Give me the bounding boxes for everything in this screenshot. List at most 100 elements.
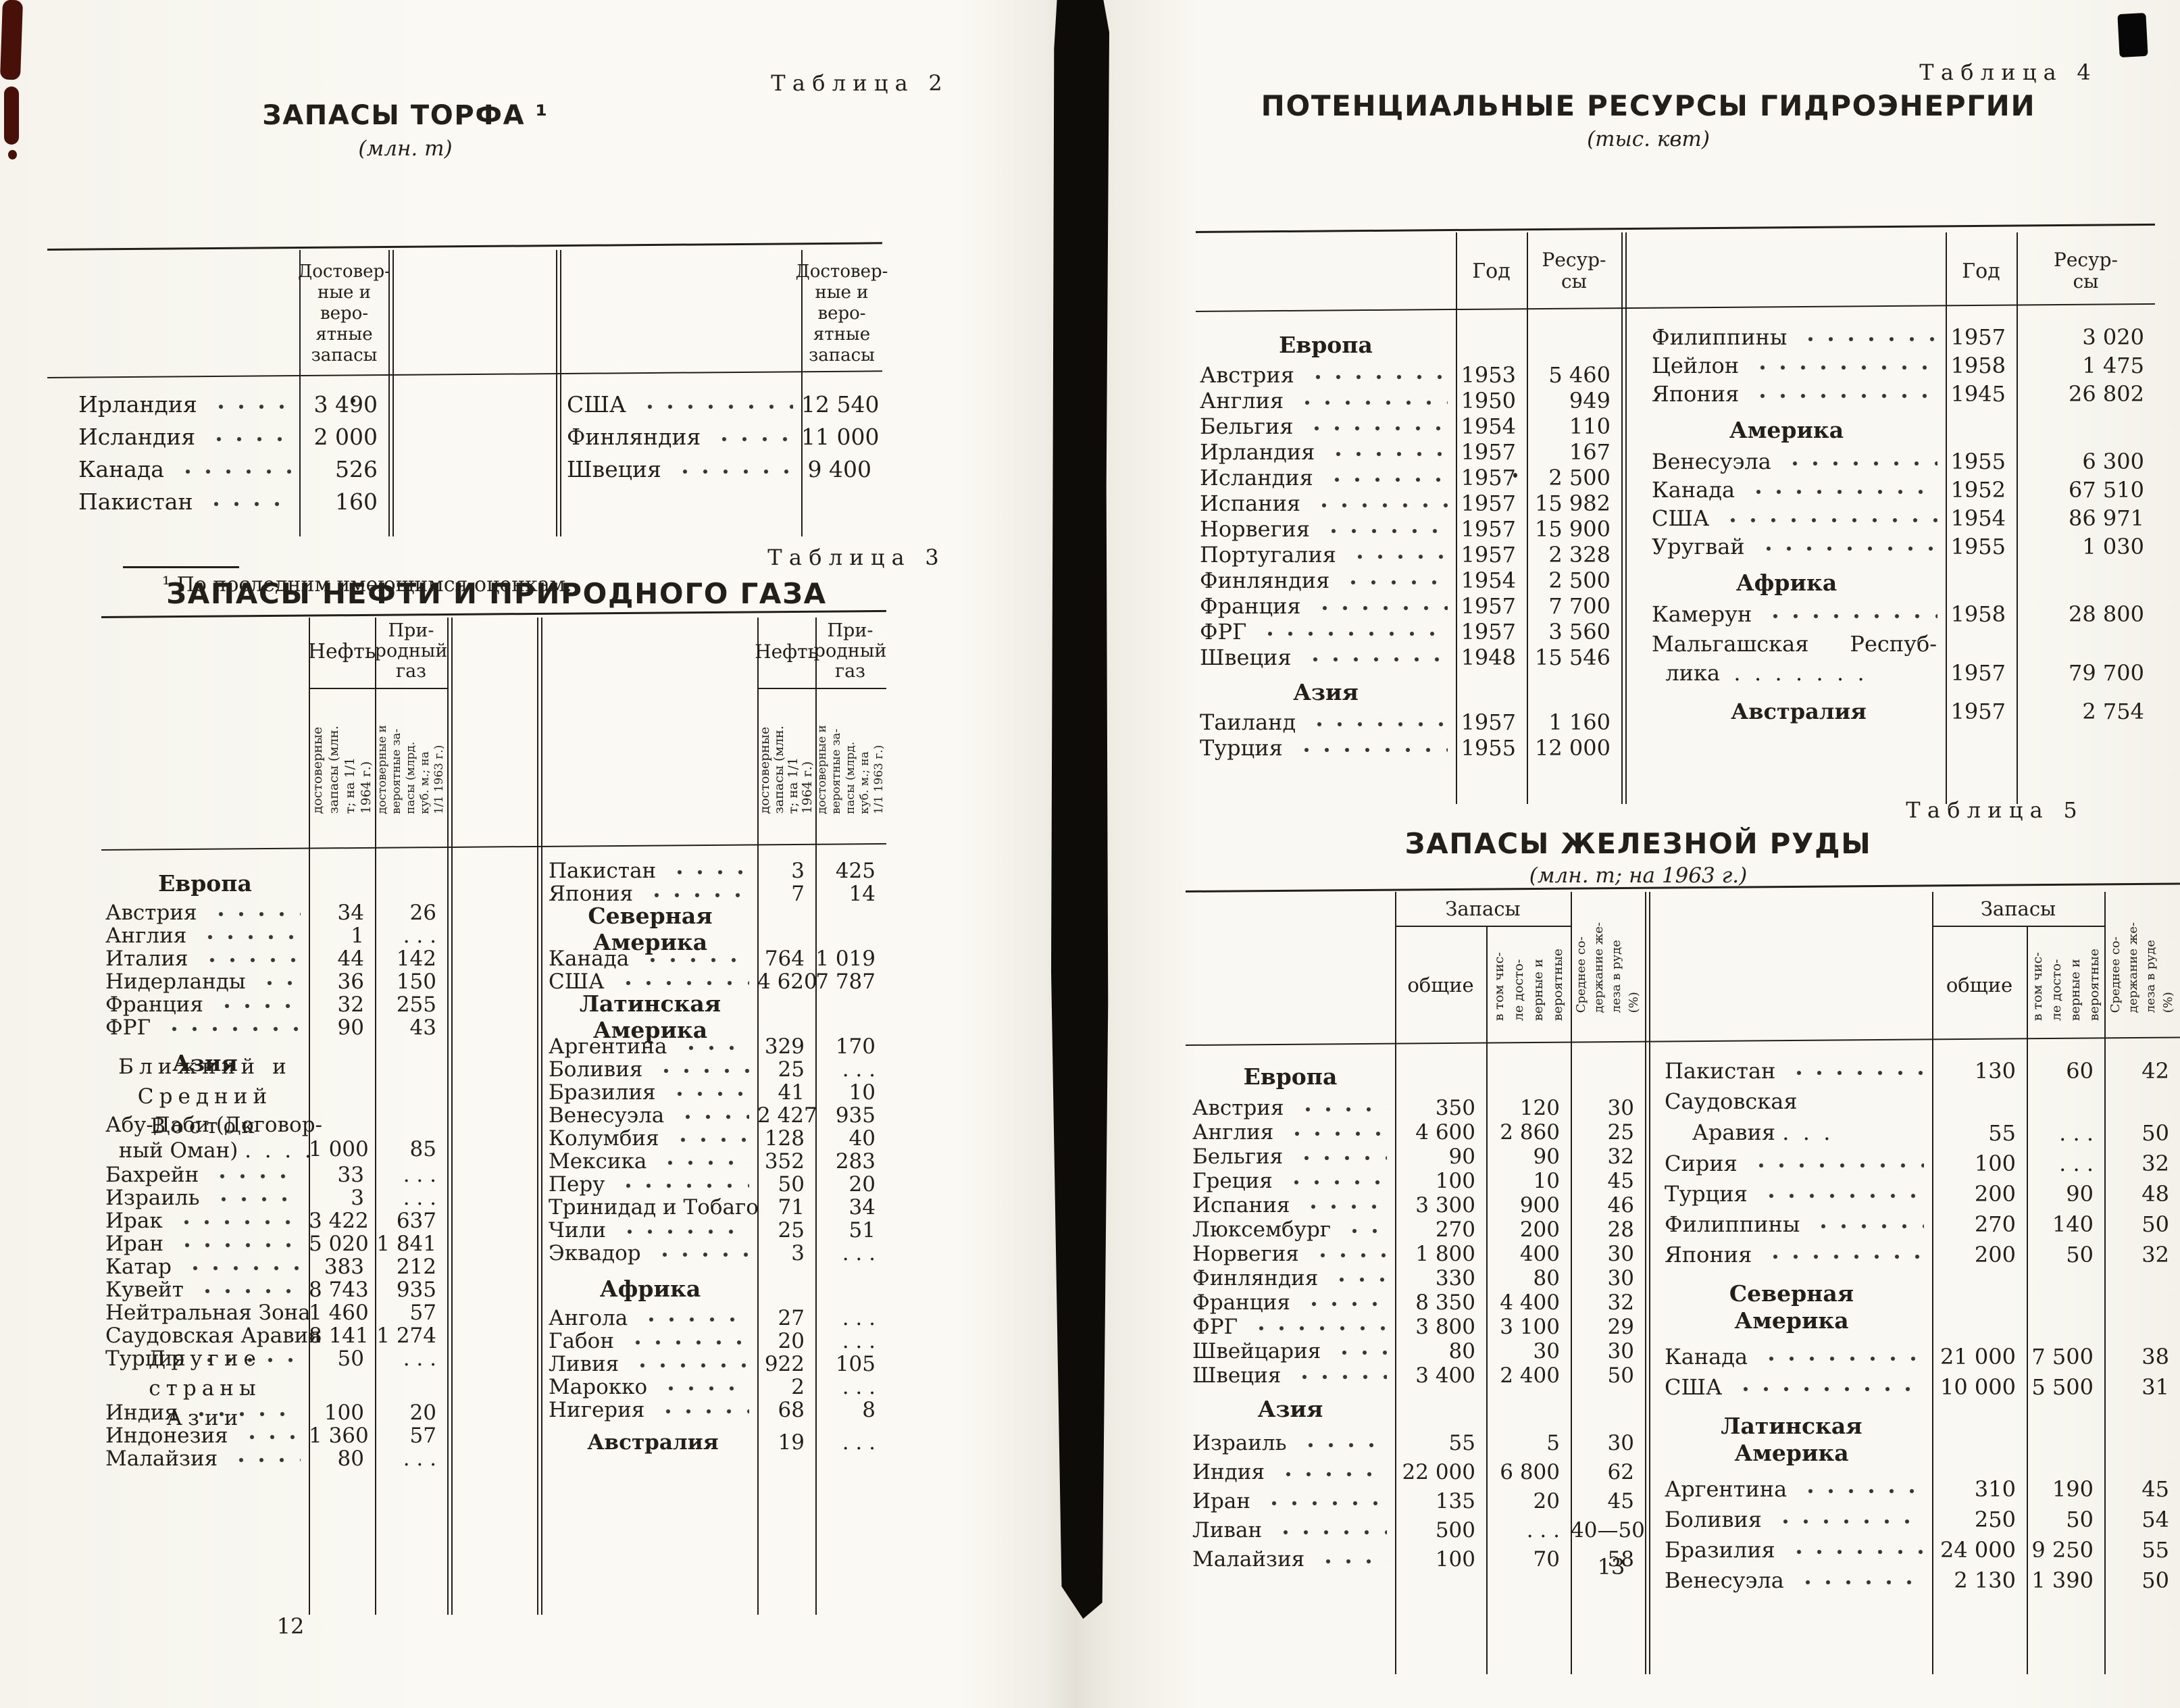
cell-value: 43 — [409, 1015, 436, 1040]
table-row: Греция 100 10 45 — [1186, 1169, 1645, 1193]
cell-value: 45 — [1607, 1488, 1634, 1513]
section-header: Америка — [1729, 416, 1844, 443]
cell-value: . . . — [1526, 1517, 1560, 1542]
table2-unit: (млн. т) — [358, 136, 453, 161]
rule — [375, 618, 376, 1615]
table-row: Норвегия 1957 15 900 — [1196, 516, 1621, 542]
dot-leader — [1284, 1120, 1387, 1145]
row-label: Индонезия — [105, 1424, 228, 1448]
cell-value: 27 — [778, 1306, 805, 1330]
dot-leader — [194, 1278, 301, 1301]
row-label-area: Израиль — [1186, 1428, 1395, 1457]
rule — [757, 688, 886, 689]
row-label: Нигерия — [549, 1398, 645, 1422]
table-row: Малайзия 80 . . . — [101, 1447, 447, 1471]
cell-value: 6 800 — [1500, 1459, 1560, 1484]
row-label: Финляндия — [1192, 1266, 1319, 1290]
section-header: Европа — [158, 870, 252, 897]
table4-year-header: Год — [1472, 259, 1511, 283]
cell-value: 38 — [2141, 1343, 2169, 1370]
row-label-area: Португалия — [1196, 542, 1456, 568]
row-label-area: Ливан — [1186, 1515, 1395, 1544]
cell-value: 255 — [396, 993, 436, 1017]
table-5: Запасы общие в том чис- ле досто- верные… — [1185, 882, 2180, 1678]
row-label: Камерун — [1652, 601, 1752, 627]
table-row: Австрия 350 120 30 — [1186, 1096, 1645, 1120]
dot-leader — [671, 453, 793, 485]
table-3: Нефть При- родный газ достоверные запасы… — [101, 609, 886, 1616]
section-header: Другие страны Азии — [149, 1347, 261, 1430]
cell-value: 3 490 — [313, 391, 378, 418]
row-label-area: Англия — [1186, 1120, 1395, 1145]
cell-value: 3 400 — [1415, 1363, 1475, 1388]
table-row: Ливан 500 . . . 40—50 — [1186, 1515, 1645, 1544]
dot-leader — [1763, 1239, 1924, 1270]
dot-leader — [653, 1058, 749, 1081]
rotated-text: Среднее со- держание же- леза в руде (%) — [2108, 922, 2175, 1013]
row-label-area: Италия — [101, 947, 309, 971]
cell-value: 1955 — [1461, 735, 1516, 761]
row-label: Швеция — [1192, 1363, 1282, 1388]
rule — [757, 618, 759, 1615]
table-row: Англия 1 . . . — [101, 924, 447, 948]
table-row: Бахрейн 33 . . . — [101, 1163, 447, 1187]
table2-col-header: Достовер- ные и веро- ятные запасы — [795, 261, 888, 366]
row-label-area: Аргентина — [543, 1034, 757, 1059]
dot-leader — [1294, 1145, 1387, 1169]
cell-value: 45 — [1607, 1169, 1634, 1193]
cell-value: 15 982 — [1535, 491, 1611, 516]
dot-leader — [1755, 532, 1937, 561]
cell-value: 30 — [1607, 1096, 1634, 1120]
cell-value: 51 — [848, 1218, 876, 1242]
table5-fe-subheader: Среднее со- держание же- леза в руде (%) — [1571, 893, 1645, 1042]
cell-value: . . . — [403, 1163, 436, 1187]
table3-label: Таблица 3 — [767, 545, 946, 570]
row-label-area: Исландия — [1196, 465, 1456, 491]
row-label-area: Швейцария — [1186, 1339, 1395, 1363]
rule — [309, 688, 447, 689]
row-label: Пакистан — [78, 488, 193, 515]
section-header: Северная Америка — [588, 903, 713, 955]
row-label: Иран — [1192, 1488, 1251, 1513]
row-label-area: Эквадор — [543, 1241, 757, 1265]
row-label-area: Финляндия — [561, 420, 801, 453]
cell-value: 5 — [1546, 1430, 1560, 1455]
row-label-area: Цейлон — [1627, 351, 1946, 380]
row-label-area: Япония — [1651, 1239, 1932, 1270]
rotated-text: достоверные и вероятные за- пасы (млрд. … — [815, 724, 886, 815]
table-row: Пакистан 3 425 — [543, 859, 886, 883]
cell-value: 1953 — [1461, 362, 1516, 388]
dot-leader — [669, 1127, 749, 1150]
cell-value: 8 350 — [1415, 1290, 1475, 1315]
row-label-area: Абу-Даби (Договор- ный Оман) . . . . — [101, 1112, 322, 1163]
cell-value: 2 860 — [1500, 1120, 1560, 1145]
dot-leader — [616, 1219, 749, 1242]
cell-value: 1945 — [1950, 381, 2006, 407]
row-label-area: Нидерланды — [101, 970, 309, 994]
row-label-area: Бразилия — [1651, 1534, 1932, 1565]
table-row: ФРГ 90 43 — [101, 1015, 447, 1040]
row-label: Катар — [105, 1255, 172, 1279]
cell-value: 150 — [396, 970, 436, 994]
table-row: Боливия 250 50 54 — [1651, 1504, 2180, 1534]
row-label: Япония — [1652, 381, 1740, 407]
dot-leader — [1786, 1055, 1924, 1086]
cell-value: 8 141 — [309, 1324, 369, 1348]
cell-value: 90 — [1448, 1145, 1475, 1169]
table-row: Мексика 352 283 — [543, 1149, 886, 1174]
table-row: Турция 1955 12 000 — [1196, 735, 1621, 761]
cell-value: 32 — [1607, 1290, 1634, 1315]
dot-leader — [651, 1242, 749, 1265]
row-label-area: Мальгашская Респуб- лика . . . . . . . — [1627, 630, 1946, 688]
row-label-area: Боливия — [543, 1057, 757, 1082]
table-row: Бельгия 90 90 32 — [1186, 1145, 1645, 1169]
table-row: Перу 50 20 — [543, 1172, 886, 1197]
row-label-area: Норвегия — [1196, 516, 1456, 542]
table-row: Малайзия 100 70 58 — [1186, 1544, 1645, 1574]
row-label: Италия — [105, 947, 188, 971]
table-row: Турция 200 90 48 — [1651, 1178, 2180, 1209]
table-row: Исландия 2 000 — [47, 420, 388, 453]
row-label-area: Перу — [543, 1172, 757, 1197]
rule — [801, 250, 803, 536]
cell-value: 55 — [2141, 1536, 2169, 1563]
